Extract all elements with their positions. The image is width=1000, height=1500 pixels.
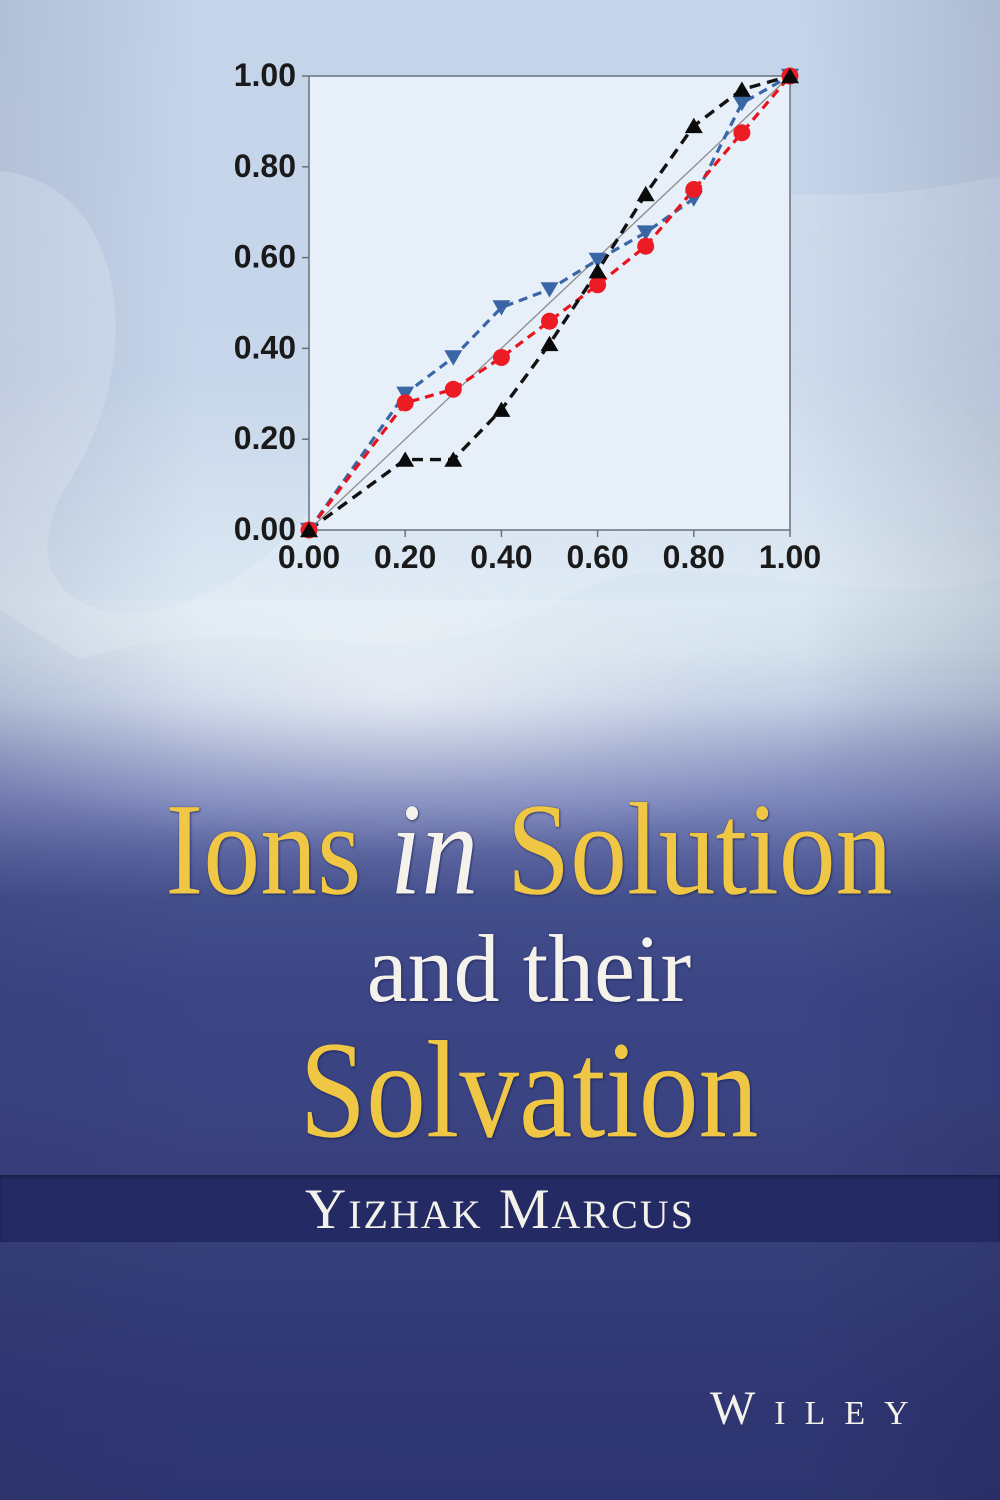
svg-text:0.20: 0.20 <box>234 420 296 456</box>
svg-text:0.00: 0.00 <box>278 539 340 575</box>
svg-text:0.80: 0.80 <box>234 148 296 184</box>
svg-text:0.20: 0.20 <box>374 539 436 575</box>
svg-text:1.00: 1.00 <box>234 57 296 93</box>
svg-text:0.60: 0.60 <box>234 239 296 275</box>
svg-text:1.00: 1.00 <box>759 539 821 575</box>
svg-text:0.40: 0.40 <box>470 539 532 575</box>
svg-text:0.60: 0.60 <box>566 539 628 575</box>
svg-text:0.40: 0.40 <box>234 329 296 365</box>
svg-text:0.80: 0.80 <box>663 539 725 575</box>
